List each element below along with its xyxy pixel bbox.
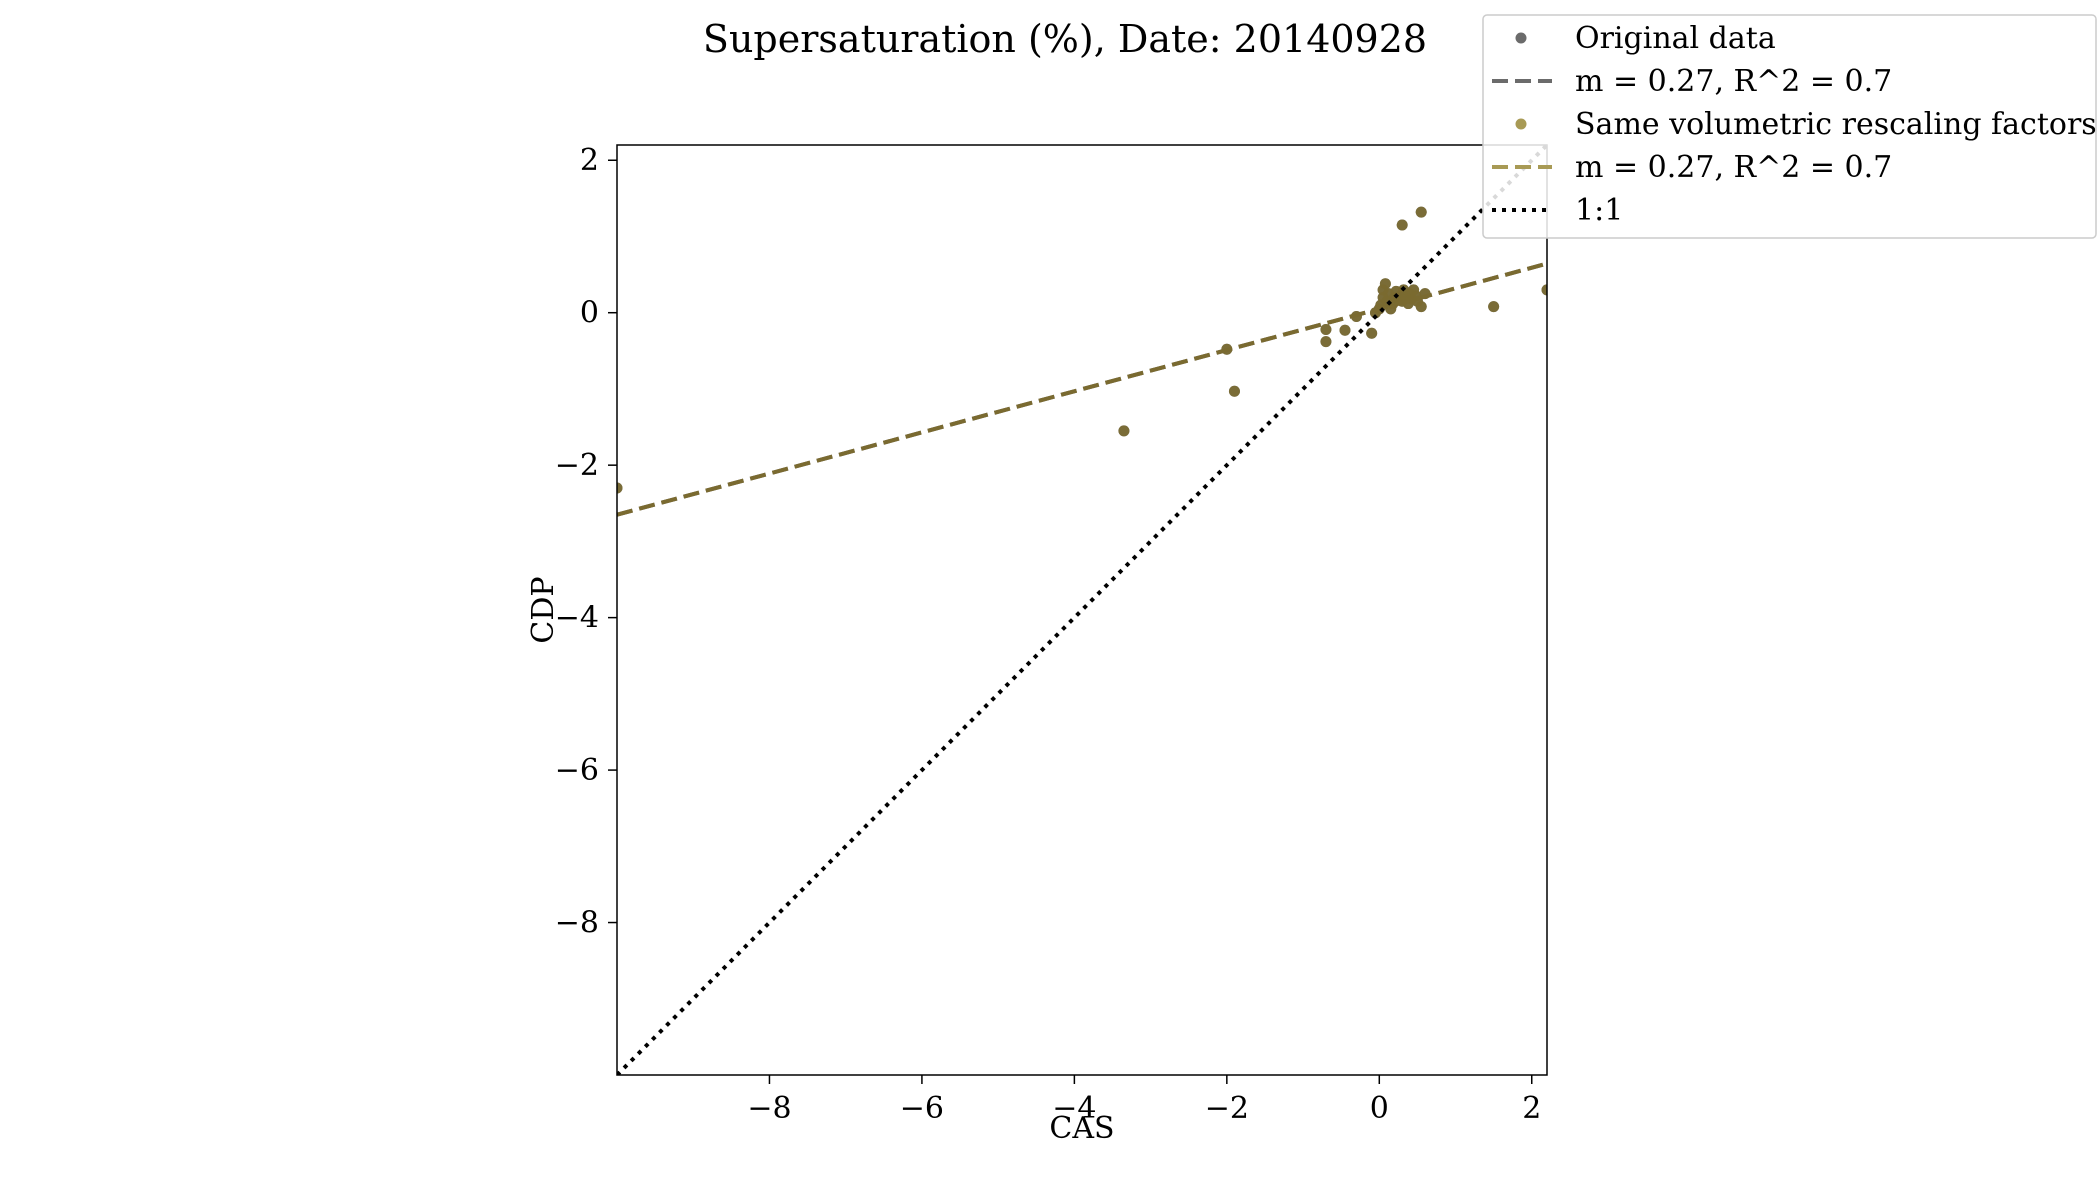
x-tick-label: 0	[1370, 1091, 1389, 1126]
y-axis-label: CDP	[526, 576, 561, 643]
data-point	[617, 482, 623, 494]
legend-label: m = 0.27, R^2 = 0.7	[1575, 64, 1892, 99]
y-tick-label: 0	[580, 296, 599, 331]
legend-entry: m = 0.27, R^2 = 0.7	[1492, 64, 1892, 99]
plot-frame	[616, 144, 1548, 1076]
x-axis: −8 −6 −4 −2 0 2	[747, 1075, 1541, 1126]
legend-entry: m = 0.27, R^2 = 0.7	[1492, 150, 1892, 185]
legend-frame	[1482, 14, 2097, 239]
legend-label: Original data	[1575, 21, 1776, 56]
data-point	[1228, 385, 1240, 397]
chart-title: Supersaturation (%), Date: 20140928	[703, 17, 1427, 61]
data-point	[1366, 327, 1378, 339]
data-point	[1118, 425, 1130, 437]
data-point	[1415, 206, 1427, 218]
legend-entry: Original data	[1515, 21, 1776, 56]
data-point	[1488, 301, 1500, 313]
data-point	[1541, 284, 1547, 296]
y-tick-label: −2	[555, 448, 599, 483]
x-tick-label: −6	[900, 1091, 944, 1126]
x-tick-label: −4	[1052, 1091, 1096, 1126]
x-tick-label: −2	[1205, 1091, 1249, 1126]
series-2-points	[617, 206, 1547, 494]
data-point	[1320, 323, 1332, 335]
legend-label: 1:1	[1575, 193, 1623, 228]
x-tick-label: −8	[747, 1091, 791, 1126]
legend-label: m = 0.27, R^2 = 0.7	[1575, 150, 1892, 185]
legend-entry: 1:1	[1492, 193, 1623, 228]
legend: Original data m = 0.27, R^2 = 0.7 Same vol…	[1482, 14, 2097, 239]
data-point	[1396, 219, 1408, 231]
legend-marker	[1515, 32, 1527, 44]
x-axis-label: CAS	[1049, 1111, 1114, 1146]
data-point	[1415, 301, 1427, 313]
series-0-points	[617, 206, 1547, 494]
data-point	[1379, 278, 1391, 290]
y-axis: 2 0 −2 −4 −6 −8	[555, 143, 617, 941]
y-tick-label: −4	[555, 601, 599, 636]
legend-entry: Same volumetric rescaling factors	[1515, 107, 2097, 142]
one-to-one-line	[617, 145, 1547, 1075]
data-point	[1320, 336, 1332, 348]
y-tick-label: −6	[555, 753, 599, 788]
fit-line	[617, 261, 1547, 517]
data-point	[1339, 324, 1351, 336]
y-tick-label: 2	[580, 143, 599, 178]
legend-label: Same volumetric rescaling factors	[1575, 107, 2097, 142]
legend-marker	[1515, 118, 1527, 130]
y-tick-label: −8	[555, 906, 599, 941]
x-tick-label: 2	[1522, 1091, 1541, 1126]
plot-area	[617, 145, 1547, 1075]
